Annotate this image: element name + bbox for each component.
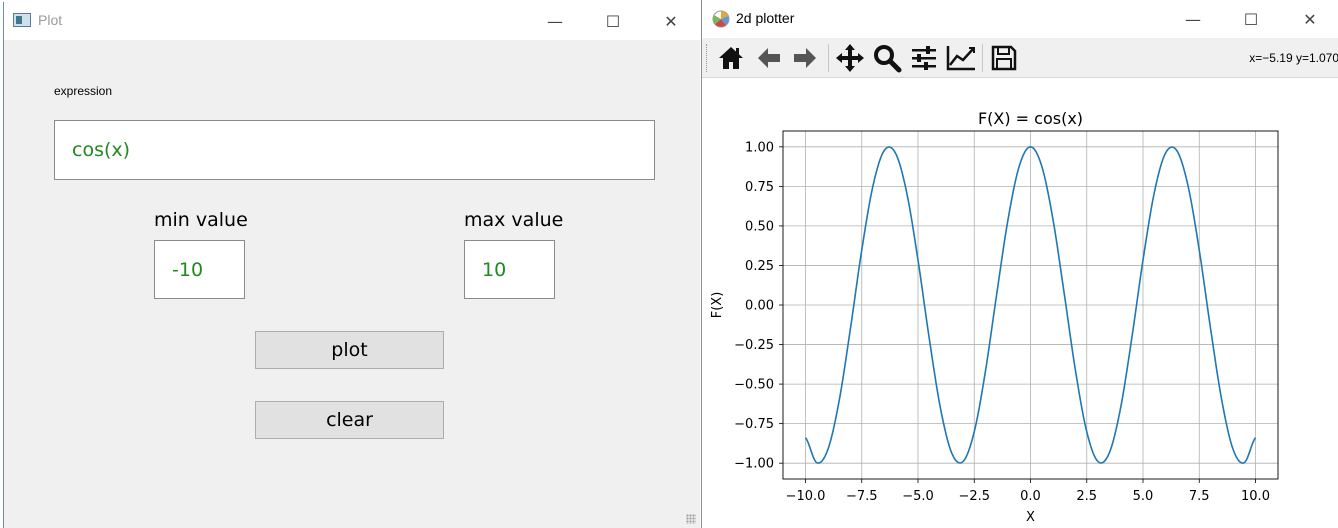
y-tick-label: −0.50 xyxy=(734,378,774,393)
home-icon xyxy=(719,47,743,69)
cursor-coordinates: x=−5.19 y=1.070 xyxy=(1249,51,1338,65)
y-axis-label: F(X) xyxy=(710,292,725,319)
expression-label: expression xyxy=(54,84,113,98)
pan-icon xyxy=(836,44,864,72)
clear-button[interactable]: clear xyxy=(255,401,444,439)
plotter-app-icon xyxy=(712,10,730,28)
navigation-toolbar: x=−5.19 y=1.070 xyxy=(702,38,1338,78)
chart-title: F(X) = cos(x) xyxy=(978,109,1083,128)
close-button[interactable]: ✕ xyxy=(1303,9,1317,29)
min-value-input[interactable]: -10 xyxy=(154,240,245,299)
home-button[interactable] xyxy=(714,42,748,74)
back-button[interactable] xyxy=(752,42,786,74)
maximize-button[interactable]: ☐ xyxy=(605,11,621,31)
app-icon xyxy=(13,13,31,27)
plot-button[interactable]: plot xyxy=(255,331,444,369)
save-icon xyxy=(991,45,1017,71)
edit-axis-icon xyxy=(946,46,975,71)
forward-arrow-icon xyxy=(794,48,816,68)
edit-axis-button[interactable] xyxy=(944,42,978,74)
configure-subplots-button[interactable] xyxy=(907,42,941,74)
zoom-button[interactable] xyxy=(870,42,904,74)
configure-subplots-icon xyxy=(912,46,936,70)
max-value-input[interactable]: 10 xyxy=(464,240,555,299)
toolbar-separator xyxy=(828,44,829,72)
plotter-window: 2d plotter — ☐ ✕ xyxy=(701,0,1338,528)
save-button[interactable] xyxy=(987,42,1021,74)
forward-button[interactable] xyxy=(788,42,822,74)
y-tick-label: 0.00 xyxy=(745,299,774,314)
cos-plot-figure[interactable]: −10.0 −7.5 −5.0 −2.5 0.0 2.5 5.0 7.5 10.0 1.00 0.7… xyxy=(702,79,1338,528)
toolbar-separator xyxy=(982,44,983,72)
window-title: Plot xyxy=(38,12,63,28)
max-value-label: max value xyxy=(464,209,564,231)
minimize-button[interactable]: — xyxy=(547,11,563,31)
x-tick-label: 0.0 xyxy=(1020,489,1041,504)
plot-area-frame xyxy=(782,130,1279,480)
series-line-0 xyxy=(804,146,1257,464)
x-axis-label: X xyxy=(1026,510,1035,525)
y-tick-label: 0.75 xyxy=(745,180,774,195)
y-tick-label: 0.25 xyxy=(745,259,774,274)
x-tick-label: −2.5 xyxy=(958,489,990,504)
x-tick-label: 10.0 xyxy=(1241,489,1270,504)
x-tick-label: −7.5 xyxy=(846,489,878,504)
expression-input[interactable]: cos(x) xyxy=(54,120,655,180)
y-tick-label: −1.00 xyxy=(734,457,774,472)
title-bar: Plot — ☐ ✕ xyxy=(4,2,700,40)
x-tick-label: −10.0 xyxy=(786,489,826,504)
x-tick-label: 7.5 xyxy=(1189,489,1210,504)
plot-window: Plot — ☐ ✕ expression cos(x) min value -… xyxy=(3,2,700,528)
resize-grip[interactable] xyxy=(686,514,696,524)
close-button[interactable]: ✕ xyxy=(664,11,678,31)
maximize-button[interactable]: ☐ xyxy=(1243,9,1259,29)
back-arrow-icon xyxy=(758,48,780,68)
y-tick-label: 1.00 xyxy=(745,140,774,155)
minimize-button[interactable]: — xyxy=(1185,9,1201,29)
min-value-label: min value xyxy=(154,209,248,231)
pan-button[interactable] xyxy=(833,42,867,74)
x-tick-label: −5.0 xyxy=(902,489,934,504)
y-tick-label: −0.25 xyxy=(734,338,774,353)
zoom-icon xyxy=(874,45,902,73)
y-tick-label: 0.50 xyxy=(745,219,774,234)
toolbar-handle xyxy=(706,44,708,72)
title-bar: 2d plotter — ☐ ✕ xyxy=(702,0,1338,38)
y-tick-label: −0.75 xyxy=(734,417,774,432)
x-tick-label: 2.5 xyxy=(1076,489,1097,504)
window-title: 2d plotter xyxy=(736,10,795,26)
x-tick-label: 5.0 xyxy=(1133,489,1154,504)
